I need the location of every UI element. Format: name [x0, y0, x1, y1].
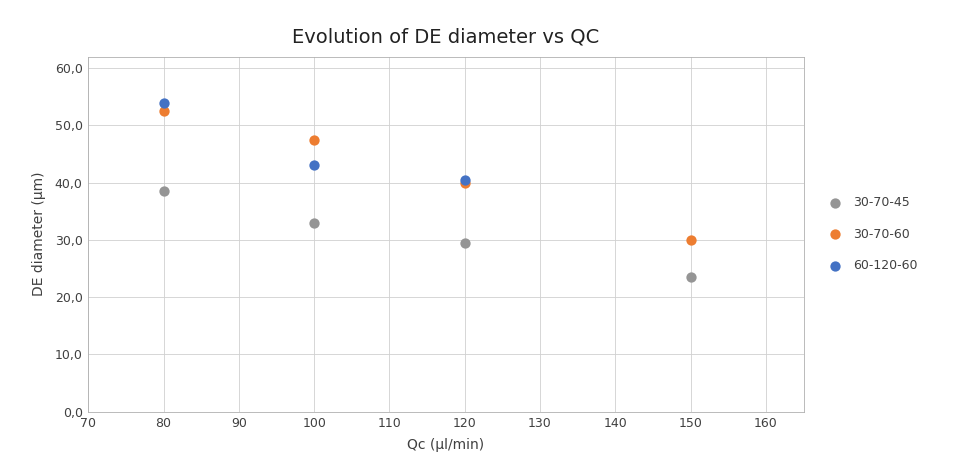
60-120-60 — [156, 99, 171, 106]
30-70-60 — [683, 236, 699, 244]
Title: Evolution of DE diameter vs QC: Evolution of DE diameter vs QC — [292, 28, 600, 47]
60-120-60 — [457, 176, 472, 184]
Y-axis label: DE diameter (μm): DE diameter (μm) — [32, 172, 46, 297]
30-70-60 — [156, 107, 171, 115]
30-70-60 — [457, 179, 472, 186]
30-70-60 — [307, 136, 322, 143]
30-70-45 — [683, 273, 699, 281]
30-70-45 — [156, 187, 171, 195]
30-70-45 — [457, 239, 472, 246]
30-70-45 — [307, 219, 322, 227]
60-120-60 — [307, 162, 322, 169]
Legend: 30-70-45, 30-70-60, 60-120-60: 30-70-45, 30-70-60, 60-120-60 — [818, 191, 922, 277]
X-axis label: Qc (μl/min): Qc (μl/min) — [408, 438, 484, 452]
